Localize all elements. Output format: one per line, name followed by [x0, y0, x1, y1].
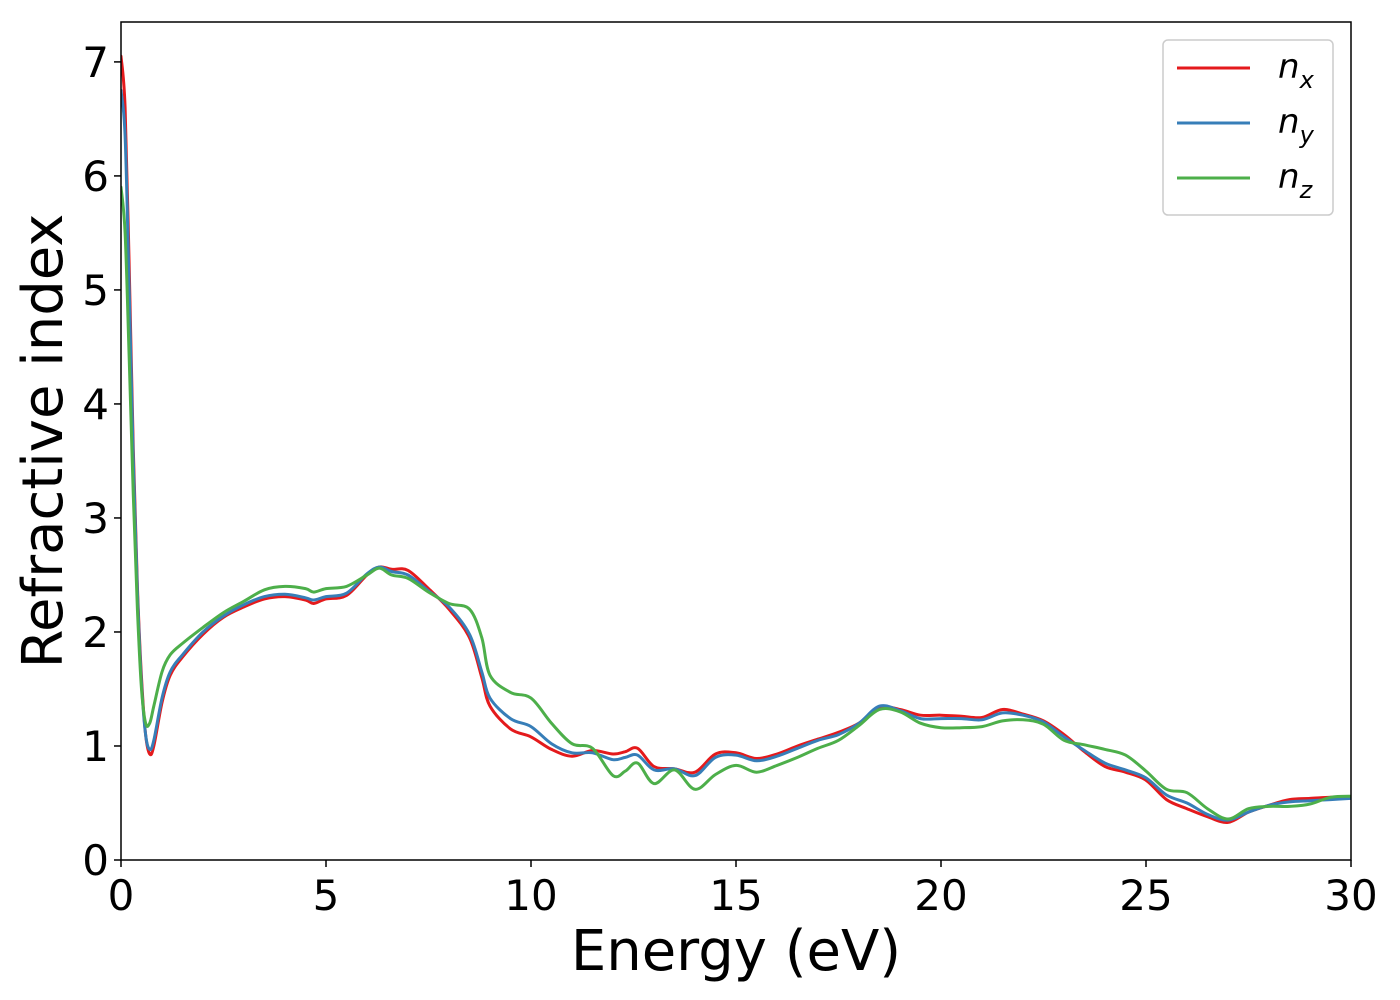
y-tick-label: 2 — [82, 608, 109, 657]
y-tick-label: 5 — [82, 266, 109, 315]
x-tick-label: 20 — [914, 871, 967, 920]
series-line-nz — [121, 185, 1351, 821]
x-axis-title: Energy (eV) — [571, 919, 901, 984]
legend-label-nx: nx — [1278, 47, 1315, 94]
y-tick-label: 0 — [82, 836, 109, 885]
y-tick-label: 4 — [82, 380, 109, 429]
y-tick-label: 1 — [82, 722, 109, 771]
x-tick-label: 5 — [313, 871, 340, 920]
series-layer — [121, 54, 1351, 824]
y-axis-title: Refractive index — [11, 214, 76, 669]
legend-label-ny: ny — [1278, 102, 1315, 149]
x-tick-label: 25 — [1119, 871, 1172, 920]
y-tick-label: 6 — [82, 152, 109, 201]
y-tick-label: 7 — [82, 38, 109, 87]
series-line-nx — [121, 54, 1351, 824]
x-tick-label: 30 — [1324, 871, 1377, 920]
series-line-ny — [121, 88, 1351, 822]
ticks-layer: 0 5 10 15 20 25 30 0 1 2 3 4 5 6 7 — [82, 38, 1377, 920]
legend-box — [1162, 39, 1334, 216]
x-tick-label: 15 — [709, 871, 762, 920]
x-tick-label: 0 — [108, 871, 135, 920]
x-tick-label: 10 — [504, 871, 557, 920]
y-tick-label: 3 — [82, 494, 109, 543]
